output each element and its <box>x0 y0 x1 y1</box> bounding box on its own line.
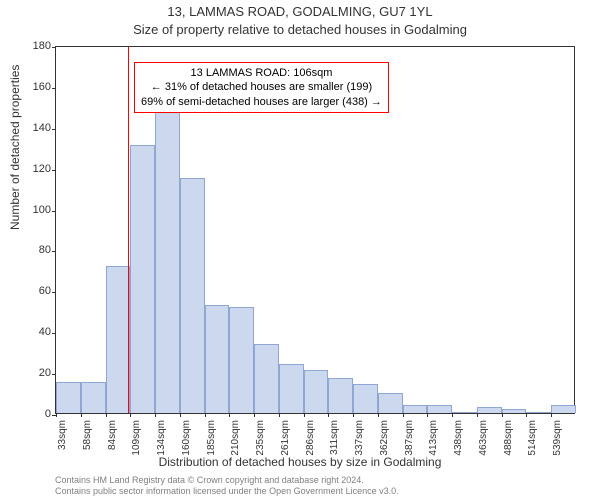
annot-line3: 69% of semi-detached houses are larger (… <box>141 95 382 109</box>
annot-line2: ← 31% of detached houses are smaller (19… <box>141 80 382 94</box>
xtick-label: 33sqm <box>57 420 68 460</box>
xtick-mark <box>403 413 404 417</box>
histogram-bar <box>130 145 155 413</box>
ytick-mark <box>52 88 56 89</box>
ytick-label: 180 <box>33 40 51 52</box>
xtick-label: 84sqm <box>107 420 118 460</box>
xtick-mark <box>328 413 329 417</box>
histogram-bar <box>56 382 81 413</box>
annotation-box: 13 LAMMAS ROAD: 106sqm← 31% of detached … <box>134 62 389 113</box>
histogram-bar <box>427 405 452 413</box>
histogram-bar <box>155 86 180 413</box>
histogram-bar <box>353 384 378 413</box>
histogram-bar <box>304 370 329 413</box>
xtick-label: 514sqm <box>527 420 538 460</box>
histogram-bar <box>229 307 254 413</box>
histogram-bar <box>551 405 576 413</box>
xtick-mark <box>526 413 527 417</box>
ytick-mark <box>52 292 56 293</box>
xtick-label: 463sqm <box>478 420 489 460</box>
xtick-label: 488sqm <box>503 420 514 460</box>
xtick-mark <box>353 413 354 417</box>
xtick-label: 438sqm <box>453 420 464 460</box>
ytick-mark <box>52 170 56 171</box>
xtick-mark <box>378 413 379 417</box>
chart-title-main: 13, LAMMAS ROAD, GODALMING, GU7 1YL <box>0 4 600 19</box>
ytick-label: 20 <box>39 367 51 379</box>
histogram-bar <box>180 178 205 413</box>
xtick-mark <box>477 413 478 417</box>
xtick-label: 337sqm <box>354 420 365 460</box>
xtick-mark <box>427 413 428 417</box>
xtick-label: 210sqm <box>230 420 241 460</box>
xtick-mark <box>502 413 503 417</box>
ytick-label: 80 <box>39 244 51 256</box>
xtick-mark <box>155 413 156 417</box>
ytick-label: 160 <box>33 81 51 93</box>
histogram-bar <box>403 405 428 413</box>
xtick-mark <box>106 413 107 417</box>
xtick-mark <box>551 413 552 417</box>
xtick-label: 235sqm <box>255 420 266 460</box>
xtick-mark <box>205 413 206 417</box>
ytick-label: 100 <box>33 204 51 216</box>
ytick-label: 40 <box>39 326 51 338</box>
y-axis-label: Number of detached properties <box>8 65 22 230</box>
ytick-label: 60 <box>39 285 51 297</box>
histogram-bar <box>106 266 131 413</box>
xtick-label: 539sqm <box>552 420 563 460</box>
xtick-label: 261sqm <box>280 420 291 460</box>
xtick-mark <box>279 413 280 417</box>
histogram-bar <box>477 407 502 413</box>
copyright-text: Contains HM Land Registry data © Crown c… <box>55 475 575 498</box>
ytick-mark <box>52 374 56 375</box>
histogram-bar <box>378 393 403 413</box>
annot-line1: 13 LAMMAS ROAD: 106sqm <box>141 66 382 80</box>
xtick-label: 362sqm <box>379 420 390 460</box>
histogram-bar <box>81 382 106 413</box>
reference-line <box>128 47 129 413</box>
xtick-label: 387sqm <box>404 420 415 460</box>
chart-title-sub: Size of property relative to detached ho… <box>0 22 600 37</box>
ytick-mark <box>52 211 56 212</box>
xtick-label: 134sqm <box>156 420 167 460</box>
xtick-label: 413sqm <box>428 420 439 460</box>
xtick-label: 58sqm <box>82 420 93 460</box>
xtick-mark <box>254 413 255 417</box>
histogram-bar <box>279 364 304 413</box>
histogram-bar <box>526 412 551 413</box>
histogram-bar <box>254 344 279 414</box>
ytick-mark <box>52 129 56 130</box>
xtick-label: 286sqm <box>305 420 316 460</box>
xtick-mark <box>56 413 57 417</box>
xtick-mark <box>229 413 230 417</box>
xtick-mark <box>81 413 82 417</box>
ytick-mark <box>52 47 56 48</box>
xtick-label: 109sqm <box>131 420 142 460</box>
xtick-mark <box>130 413 131 417</box>
xtick-mark <box>304 413 305 417</box>
ytick-mark <box>52 251 56 252</box>
copyright-line1: Contains HM Land Registry data © Crown c… <box>55 475 575 487</box>
ytick-label: 140 <box>33 122 51 134</box>
ytick-label: 0 <box>45 408 51 420</box>
chart-plot-area: 13 LAMMAS ROAD: 106sqm← 31% of detached … <box>55 46 575 414</box>
xtick-mark <box>452 413 453 417</box>
xtick-label: 185sqm <box>206 420 217 460</box>
xtick-label: 311sqm <box>329 420 340 460</box>
histogram-bar <box>452 412 477 413</box>
histogram-bar <box>328 378 353 413</box>
histogram-bar <box>502 409 527 413</box>
ytick-mark <box>52 333 56 334</box>
xtick-label: 160sqm <box>181 420 192 460</box>
copyright-line2: Contains public sector information licen… <box>55 486 575 498</box>
xtick-mark <box>180 413 181 417</box>
histogram-bar <box>205 305 230 413</box>
ytick-label: 120 <box>33 163 51 175</box>
